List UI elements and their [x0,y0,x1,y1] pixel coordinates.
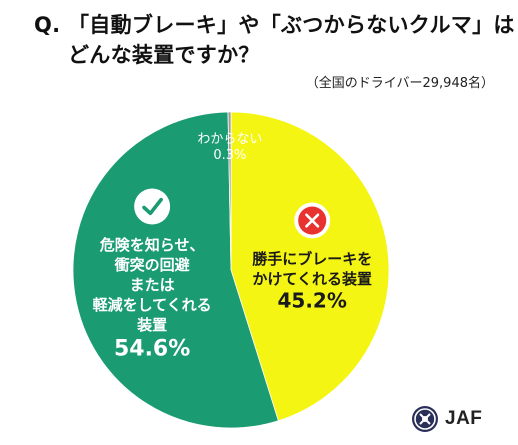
slice-label-1-line-2: または [130,276,175,294]
slice-label-1-line-3: 軽減をしてくれる [93,296,212,314]
question-prefix: Q. [34,13,61,37]
source-note: （全国のドライバー29,948名） [305,76,494,91]
slice-label-1-line-4: 装置 [136,316,167,334]
check-icon [134,188,171,225]
slice-label-0-line-1: かけてくれる装置 [252,270,372,288]
jaf-emblem-icon [412,406,438,432]
pie-slice-0 [230,111,390,422]
slice-value-2: 0.3% [213,148,246,163]
slice-value-0: 45.2% [278,289,347,313]
slice-value-1: 54.6% [114,336,190,361]
jaf-logo: JAF [411,405,482,433]
logo-text: JAF [445,408,483,429]
question-line-1: Q. 「自動ブレーキ」や「ぶつからないクルマ」は [34,10,514,40]
slice-label-0-line-0: 勝手にブレーキを [252,250,372,268]
slice-label-1-line-1: 衝突の回避 [114,256,190,274]
question-block: Q. 「自動ブレーキ」や「ぶつからないクルマ」は どんな装置ですか？ [34,10,514,70]
slice-label-2-line-0: わからない [197,132,262,147]
pie-slice-2 [227,111,232,271]
question-text-1: 「自動ブレーキ」や「ぶつからないクルマ」は [68,13,515,37]
slice-label-1-line-0: 危険を知らせ、 [100,236,205,254]
question-line-2: どんな装置ですか？ [68,43,260,67]
pie-slice-1 [72,111,279,429]
cross-icon [294,202,331,239]
